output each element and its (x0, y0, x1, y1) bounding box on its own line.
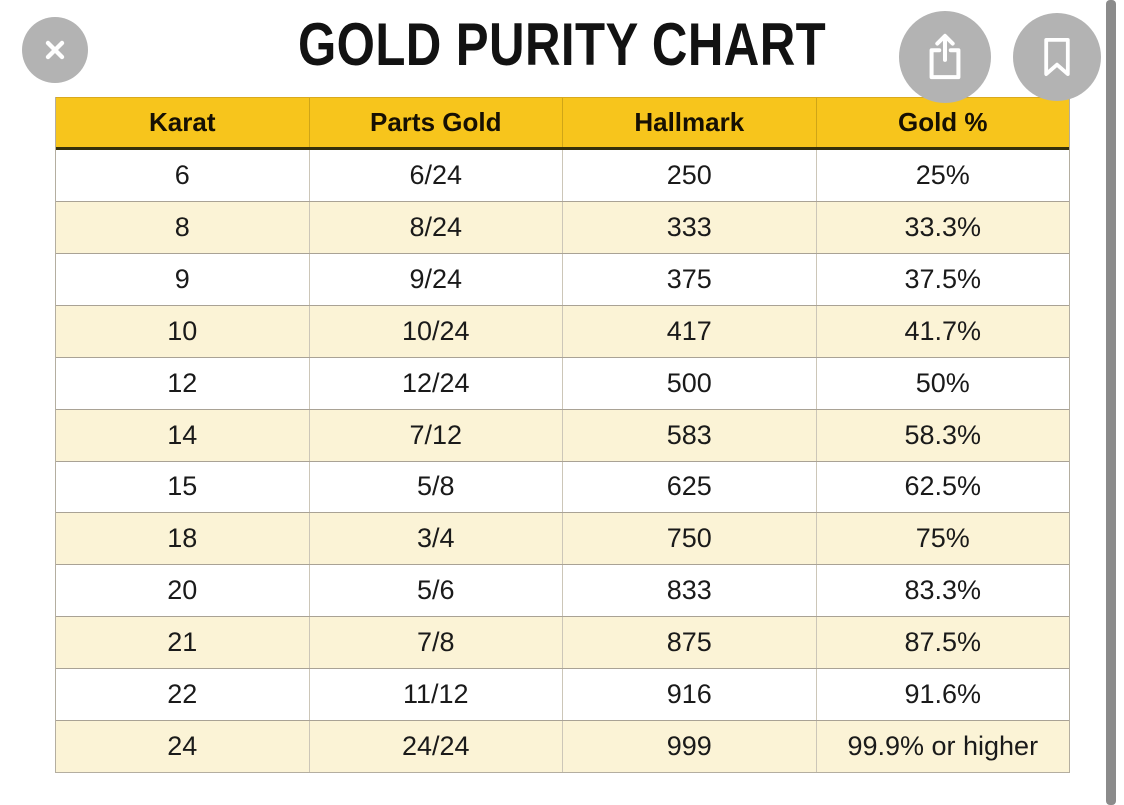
table-cell: 750 (562, 513, 816, 565)
table-cell: 999 (562, 721, 816, 773)
table-cell: 62.5% (815, 461, 1070, 513)
table-row: 14 7/12 583 58.3% (56, 408, 1070, 461)
table-cell: 18 (167, 523, 198, 554)
table-cell: 14 (167, 419, 198, 450)
table-cell: 10 (167, 315, 198, 346)
table-cell: 916 (562, 669, 816, 721)
table-cell: 37.5% (815, 253, 1070, 305)
table-cell: 7/12 (308, 409, 563, 461)
table-cell: 8/24 (308, 201, 563, 253)
table-cell: 6 (174, 159, 190, 190)
table-cell: 50% (815, 357, 1070, 409)
table-cell: 58.3% (815, 409, 1070, 461)
table-cell: 10/24 (308, 305, 563, 357)
table-row: 22 11/12 916 91.6% (56, 668, 1070, 721)
table-cell: 33.3% (815, 201, 1070, 253)
gold-purity-table: Karat Parts Gold Hallmark Gold % 6 6/24 250 25… (55, 97, 1070, 773)
table-cell: 625 (562, 461, 816, 513)
table-cell: 21 (167, 627, 198, 658)
table-cell: 91.6% (815, 669, 1070, 721)
table-row: 15 5/8 625 62.5% (56, 460, 1070, 513)
vertical-scrollbar[interactable] (1106, 0, 1116, 805)
table-cell: 3/4 (308, 513, 563, 565)
table-cell: 7/8 (308, 617, 563, 669)
table-cell: 8 (174, 211, 190, 242)
table-cell: 15 (167, 471, 198, 502)
table-cell: 11/12 (308, 669, 563, 721)
table-cell: 6/24 (308, 150, 563, 201)
table-cell: 25% (815, 150, 1070, 201)
table-cell: 875 (562, 617, 816, 669)
table-cell: 333 (562, 201, 816, 253)
table-cell: 12/24 (308, 357, 563, 409)
bookmark-icon (1044, 38, 1070, 76)
table-body: 6 6/24 250 25% 8 8/24 333 33.3% 9 9/24 375 37.5% 10 1… (56, 150, 1070, 773)
table-cell: 9 (174, 263, 190, 294)
table-cell: 24 (167, 731, 198, 762)
table-row: 9 9/24 375 37.5% (56, 252, 1070, 305)
column-header: Hallmark (562, 98, 816, 147)
table-row: 18 3/4 750 75% (56, 512, 1070, 565)
table-cell: 24/24 (308, 721, 563, 773)
table-cell: 87.5% (815, 617, 1070, 669)
table-cell: 417 (562, 305, 816, 357)
table-cell: 9/24 (308, 253, 563, 305)
table-cell: 83.3% (815, 565, 1070, 617)
table-cell: 41.7% (815, 305, 1070, 357)
table-cell: 22 (167, 679, 198, 710)
table-row: 20 5/6 833 83.3% (56, 564, 1070, 617)
table-row: 24 24/24 999 99.9% or higher (56, 720, 1070, 773)
table-cell: 375 (562, 253, 816, 305)
column-header: Gold % (815, 98, 1070, 147)
table-row: 12 12/24 500 50% (56, 356, 1070, 409)
page-title-text: GOLD PURITY CHART (297, 11, 827, 78)
table-cell: 833 (562, 565, 816, 617)
table-cell: 250 (562, 150, 816, 201)
table-row: 21 7/8 875 87.5% (56, 616, 1070, 669)
table-cell: 583 (562, 409, 816, 461)
bookmark-button[interactable] (1013, 13, 1101, 101)
share-icon (929, 33, 961, 80)
column-header: Karat (149, 107, 216, 137)
table-cell: 5/8 (308, 461, 563, 513)
table-cell: 5/6 (308, 565, 563, 617)
table-row: 6 6/24 250 25% (56, 150, 1069, 201)
table-cell: 500 (562, 357, 816, 409)
table-header-row: Karat Parts Gold Hallmark Gold % (56, 97, 1069, 150)
close-icon (45, 40, 65, 60)
table-row: 8 8/24 333 33.3% (56, 200, 1070, 253)
table-row: 10 10/24 417 41.7% (56, 304, 1070, 357)
share-button[interactable] (899, 11, 991, 103)
close-button[interactable] (22, 17, 88, 83)
table-cell: 20 (167, 575, 198, 606)
table-cell: 99.9% or higher (815, 721, 1070, 773)
table-cell: 12 (167, 367, 198, 398)
column-header: Parts Gold (308, 98, 563, 147)
table-cell: 75% (815, 513, 1070, 565)
